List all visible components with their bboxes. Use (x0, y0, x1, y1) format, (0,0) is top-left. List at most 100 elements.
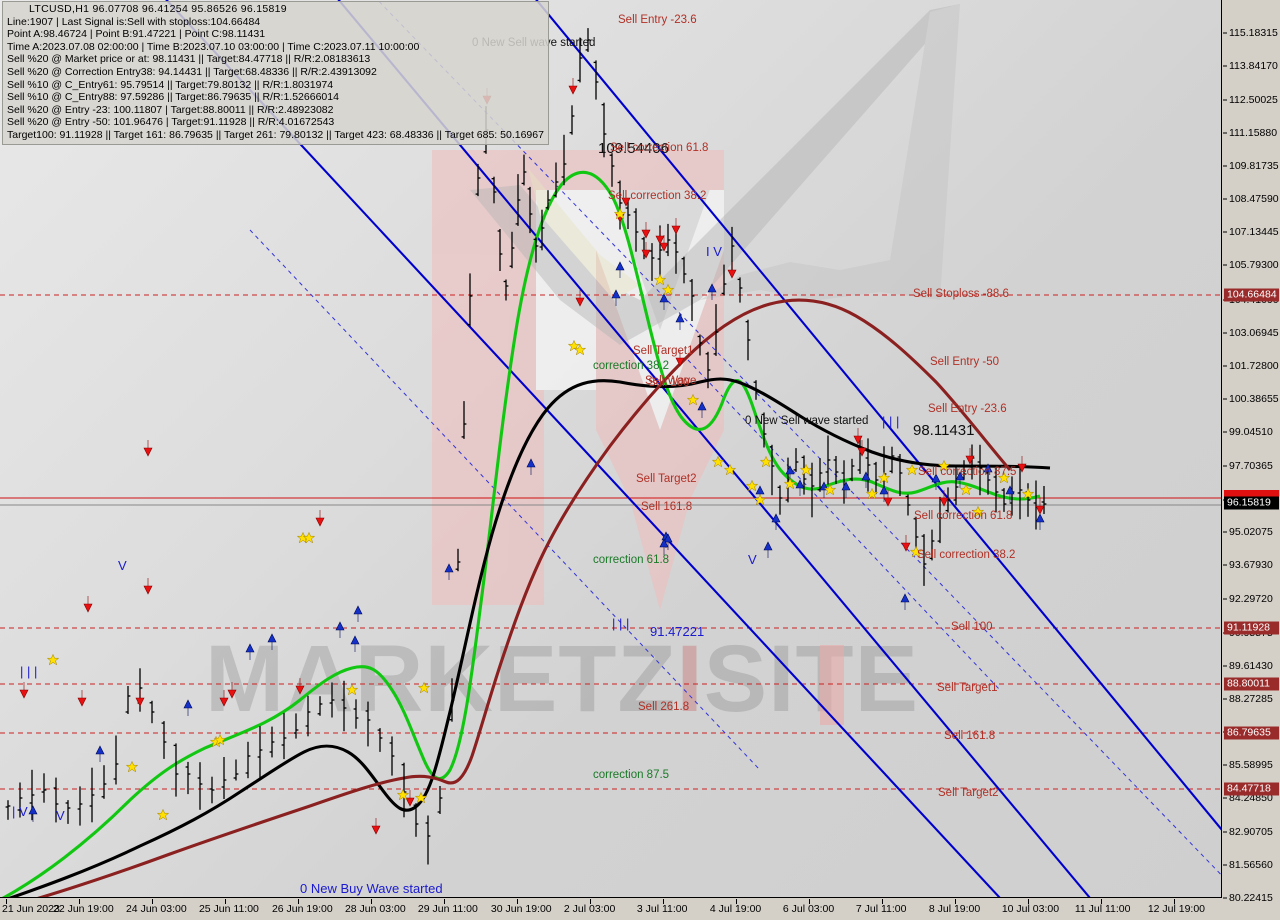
zone-pink-lower (820, 645, 844, 725)
star-marker-26 (346, 684, 358, 696)
time-tick-label-10: 4 Jul 19:00 (709, 903, 762, 915)
arrow-up-22 (841, 481, 851, 499)
price-badge-88.80011[interactable]: 88.80011 (1224, 677, 1279, 691)
arrow-down-11 (671, 217, 681, 235)
price-tick-mark (1223, 897, 1227, 899)
ask-price-badge[interactable] (1224, 490, 1279, 500)
chart-canvas (0, 0, 1221, 897)
star-marker-21 (938, 460, 950, 472)
arrow-up-4 (267, 633, 277, 651)
star-marker-33 (910, 546, 922, 558)
arrow-down-5 (143, 577, 153, 595)
arrow-down-8 (621, 189, 631, 207)
price-tick-mark (1223, 431, 1227, 433)
price-tick-label-3: 112.50025 (1229, 93, 1278, 106)
time-tick-mark (589, 899, 591, 904)
chart-plot-area[interactable]: MARKETZISITE (0, 0, 1222, 898)
time-axis[interactable]: 21 Jun 2023 22 Jun 19:00 24 Jun 03:00 25 Ju… (0, 899, 1222, 920)
price-tick-label-6: 108.47590 (1229, 193, 1279, 206)
time-tick-label-8: 2 Jul 03:00 (563, 903, 616, 915)
star-marker-31 (760, 456, 772, 468)
price-tick-mark (1223, 665, 1227, 667)
arrow-down-31 (371, 817, 381, 835)
arrow-up-6 (353, 605, 363, 623)
price-tick-mark (1223, 864, 1227, 866)
zone-shapes (432, 150, 724, 610)
price-tick-label-27: 80.22415 (1229, 892, 1273, 904)
price-tick-mark (1223, 165, 1227, 167)
info-line-8: Sell %20 @ Entry -50: 101.96476 | Target… (7, 116, 335, 129)
time-tick-label-13: 8 Jul 19:00 (928, 903, 981, 915)
arrow-down-17 (1035, 497, 1045, 515)
info-line-7: Sell %20 @ Entry -23: 100.11807 | Target… (7, 103, 334, 116)
price-tick-label-26: 81.56560 (1229, 858, 1273, 871)
price-tick-mark (1223, 598, 1227, 600)
arrow-down-15 (965, 447, 975, 465)
time-tick-mark (370, 899, 372, 904)
price-tick-mark (1223, 132, 1227, 134)
time-tick-mark (516, 899, 518, 904)
time-tick-label-2: 24 Jun 03:00 (125, 903, 187, 915)
price-badge-91.11928[interactable]: 91.11928 (1224, 621, 1279, 635)
symbol-ohlc-line: LTCUSD,H1 96.07708 96.41254 95.86526 96.… (29, 3, 287, 15)
price-tick-mark (1223, 698, 1227, 700)
price-tick-mark (1223, 332, 1227, 334)
price-tick-mark (1223, 198, 1227, 200)
arrow-up-25 (900, 593, 910, 611)
logo-sweep (470, 4, 960, 345)
time-tick-mark (1027, 899, 1029, 904)
info-line-2: Time A:2023.07.08 02:00:00 | Time B:2023… (7, 40, 420, 53)
price-tick-label-16: 95.02075 (1229, 525, 1273, 538)
arrow-down-2 (315, 509, 325, 527)
price-tick-mark (1223, 231, 1227, 233)
arrow-down-16 (1017, 455, 1027, 473)
time-tick-mark (1100, 899, 1102, 904)
arrow-up-5 (335, 621, 345, 639)
price-axis[interactable]: 116.52460115.18315113.84170112.50025111.… (1223, 0, 1280, 904)
price-tick-mark (1223, 465, 1227, 467)
info-line-3: Sell %20 @ Market price or at: 98.11431 … (7, 53, 371, 66)
time-tick-mark (224, 899, 226, 904)
arrow-down-30 (405, 789, 415, 807)
price-tick-label-20: 89.61430 (1229, 659, 1273, 672)
arrow-down-9 (641, 221, 651, 239)
time-tick-mark (151, 899, 153, 904)
price-tick-label-2: 113.84170 (1229, 60, 1278, 73)
price-tick-mark (1223, 531, 1227, 533)
arrow-down-1 (143, 439, 153, 457)
arrow-up-3 (245, 643, 255, 661)
arrow-up-1 (95, 745, 105, 763)
price-tick-label-11: 101.72800 (1229, 360, 1279, 373)
star-marker-32 (784, 478, 796, 490)
star-marker-1 (126, 761, 138, 773)
price-tick-mark (1223, 264, 1227, 266)
ma-dark-red (37, 298, 1012, 897)
star-marker-16 (800, 464, 812, 476)
time-tick-label-1: 22 Jun 19:00 (52, 903, 114, 915)
price-tick-label-25: 82.90705 (1229, 825, 1273, 838)
price-tick-mark (1223, 32, 1227, 34)
price-badge-96.15819[interactable]: 96.15819 (1224, 496, 1279, 510)
time-tick-mark (954, 899, 956, 904)
time-tick-label-11: 6 Jul 03:00 (782, 903, 835, 915)
time-tick-mark (78, 899, 80, 904)
time-tick-label-9: 3 Jul 11:00 (636, 903, 688, 915)
price-badge-104.66484[interactable]: 104.66484 (1224, 288, 1279, 302)
arrow-up-0 (28, 805, 38, 823)
price-tick-mark (1223, 564, 1227, 566)
time-tick-mark (662, 899, 664, 904)
price-badge-86.79635[interactable]: 86.79635 (1224, 726, 1279, 740)
star-marker-0 (47, 654, 59, 666)
star-marker-20 (906, 464, 918, 476)
arrow-down-18 (641, 241, 651, 259)
price-tick-mark (1223, 398, 1227, 400)
price-tick-label-4: 111.15880 (1229, 126, 1278, 139)
arrow-up-8 (350, 635, 360, 653)
info-line-0: Line:1907 | Last Signal is:Sell with sto… (7, 15, 261, 28)
price-badge-84.47718[interactable]: 84.47718 (1224, 782, 1279, 796)
time-tick-label-7: 30 Jun 19:00 (490, 903, 552, 915)
time-tick-label-3: 25 Jun 11:00 (198, 903, 259, 915)
star-marker-24 (998, 472, 1010, 484)
time-tick-label-4: 26 Jun 19:00 (271, 903, 333, 915)
price-tick-label-5: 109.81735 (1229, 159, 1279, 172)
